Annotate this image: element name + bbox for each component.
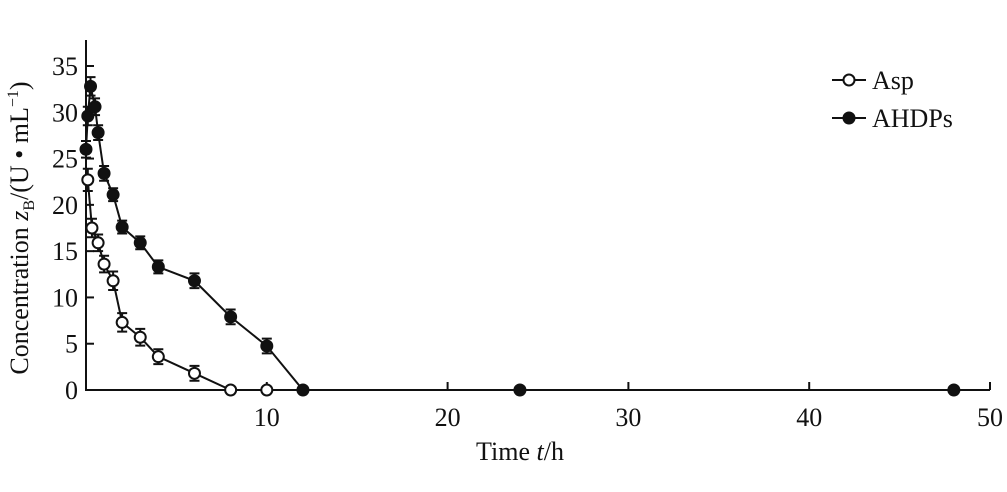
data-point [224,383,238,397]
y-tick-label: 30 [52,98,78,127]
data-point [151,350,165,364]
axes [85,40,990,391]
data-point [115,315,129,329]
legend-label: Asp [872,66,914,95]
data-point [79,142,93,156]
x-axis-label: Time t/h [476,437,564,466]
x-tick-label: 10 [254,403,280,432]
data-point [260,339,274,353]
legend-marker [842,111,856,125]
data-point [115,220,129,234]
data-point [133,330,147,344]
series-line [85,86,954,391]
data-point [296,383,310,397]
y-axis-label: Concentration zB/(U • mL−1) [5,81,38,374]
y-tick-label: 5 [65,330,78,359]
x-tick-label: 40 [796,403,822,432]
data-point [97,166,111,180]
data-point [91,236,105,250]
data-point [133,236,147,250]
data-point [84,79,98,93]
x-tick-label: 50 [977,403,1003,432]
y-tick-label: 15 [52,237,78,266]
data-point [97,257,111,271]
data-point [81,173,95,187]
data-point [151,260,165,274]
y-tick-label: 10 [52,283,78,312]
data-point [85,221,99,235]
data-point [224,310,238,324]
y-tick-label: 0 [65,376,78,405]
data-point [260,383,274,397]
y-tick-label: 20 [52,191,78,220]
data-point [91,126,105,140]
legend-marker [842,73,856,87]
x-tick-label: 30 [615,403,641,432]
data-point [106,188,120,202]
data-point [106,274,120,288]
data-point [947,383,961,397]
x-tick-label: 20 [435,403,461,432]
data-point [187,366,201,380]
data-point [513,383,527,397]
y-tick-label: 35 [52,52,78,81]
legend-label: AHDPs [872,104,953,133]
y-tick-label: 25 [52,145,78,174]
data-point [187,274,201,288]
data-point [88,100,102,114]
